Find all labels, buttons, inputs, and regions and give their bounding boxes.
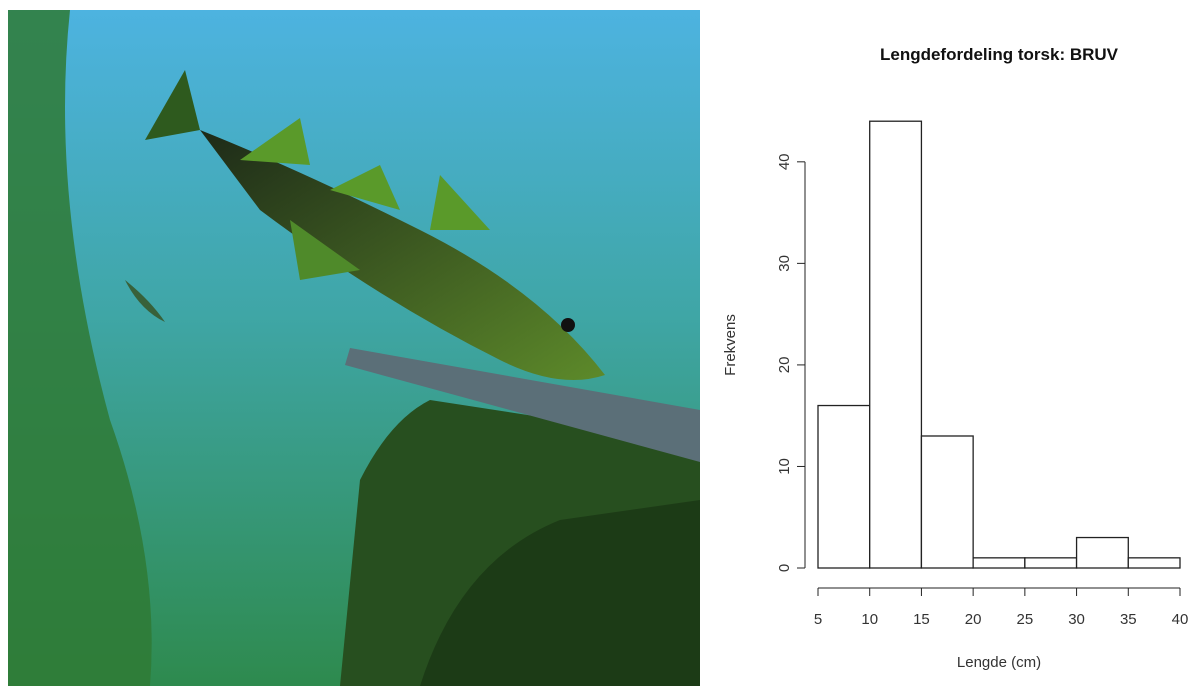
y-axis-label: Frekvens — [722, 314, 739, 376]
x-tick-label: 40 — [1172, 611, 1189, 628]
photo — [8, 10, 700, 686]
bar — [1077, 538, 1129, 568]
x-tick-label: 5 — [814, 611, 822, 628]
y-tick-label: 0 — [776, 564, 793, 572]
x-axis-label: Lengde (cm) — [957, 654, 1041, 671]
bar — [973, 558, 1025, 568]
bar — [818, 406, 870, 568]
page: Lengdefordeling torsk: BRUV Lengde (cm) … — [0, 0, 1192, 691]
bar — [1025, 558, 1077, 568]
x-tick-label: 35 — [1120, 611, 1137, 628]
figure: Lengdefordeling torsk: BRUV Lengde (cm) … — [0, 0, 1192, 686]
x-tick-label: 30 — [1068, 611, 1085, 628]
x-tick-label: 25 — [1017, 611, 1034, 628]
bar — [1128, 558, 1180, 568]
chart-title: Lengdefordeling torsk: BRUV — [880, 45, 1119, 64]
x-tick-label: 15 — [913, 611, 930, 628]
bar — [921, 436, 973, 568]
y-tick-label: 20 — [776, 357, 793, 374]
y-tick-label: 40 — [776, 153, 793, 170]
y-tick-label: 10 — [776, 458, 793, 475]
plot: 5 10 15 20 25 30 35 40 0 10 20 30 40 — [776, 121, 1188, 628]
bar — [870, 121, 922, 568]
y-tick-label: 30 — [776, 255, 793, 272]
x-tick-label: 20 — [965, 611, 982, 628]
x-tick-label: 10 — [861, 611, 878, 628]
